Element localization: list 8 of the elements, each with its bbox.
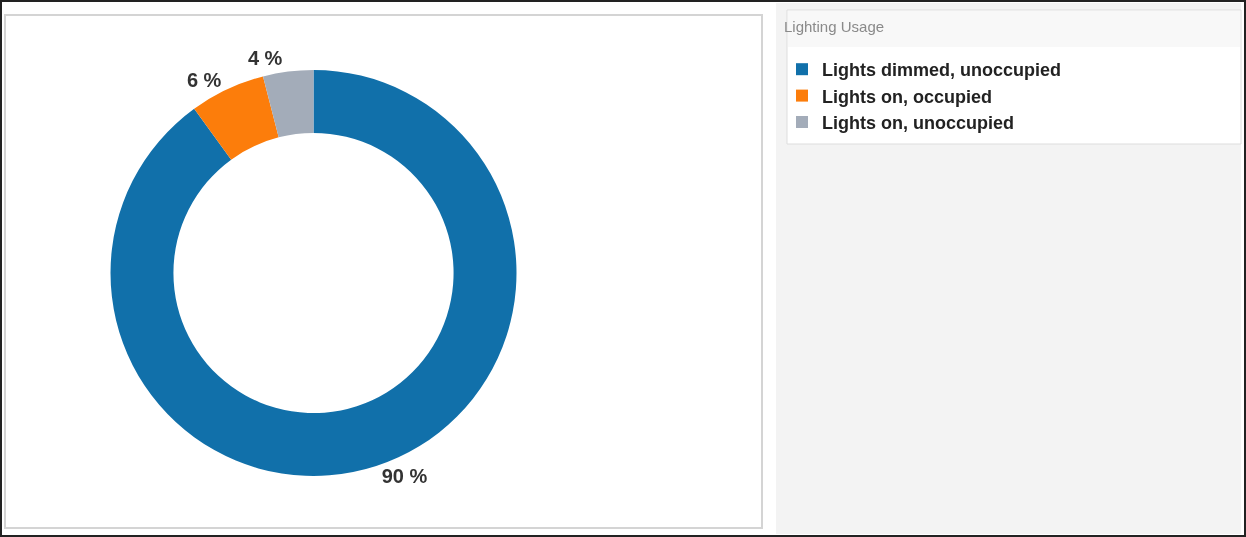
data-label: 6 % — [186, 69, 222, 92]
legend-label: Lights on, unoccupied — [822, 113, 1014, 134]
data-label: 4 % — [247, 47, 283, 70]
donut-slice — [263, 70, 314, 138]
legend-label: Lights dimmed, unoccupied — [822, 60, 1062, 81]
legend-label: Lights on, occupied — [822, 86, 992, 107]
legend-title: Lighting Usage — [784, 17, 885, 35]
data-label: 90 % — [381, 465, 428, 488]
